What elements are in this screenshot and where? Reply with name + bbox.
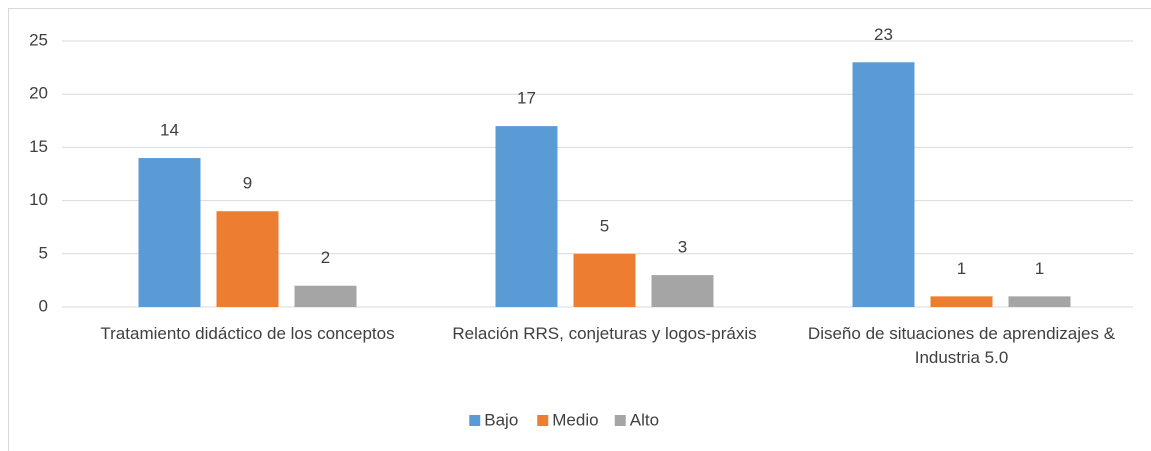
data-label: 5 — [600, 216, 609, 235]
data-label: 1 — [1035, 259, 1044, 278]
bar — [138, 158, 201, 307]
chart-frame — [8, 8, 1151, 451]
bar — [495, 126, 558, 308]
bar — [651, 275, 714, 307]
legend-label: Alto — [630, 410, 659, 429]
x-tick-label: Diseño de situaciones de aprendizajes & … — [807, 324, 1116, 367]
bar — [852, 62, 915, 307]
bar — [930, 296, 993, 307]
bar — [573, 253, 636, 307]
x-tick-label: Tratamiento didáctico de los conceptos — [100, 324, 395, 343]
data-label: 2 — [321, 248, 330, 267]
x-tick-label: Relación RRS, conjeturas y logos-práxis — [452, 324, 757, 343]
legend-swatch — [614, 415, 626, 426]
y-tick-label: 10 — [29, 190, 48, 209]
y-tick-label: 20 — [29, 84, 48, 103]
data-label: 1 — [957, 259, 966, 278]
y-tick-label: 0 — [39, 296, 48, 315]
bar — [216, 211, 279, 307]
data-label: 3 — [678, 238, 687, 257]
y-tick-label: 15 — [29, 137, 48, 156]
legend-swatch — [537, 415, 549, 426]
bar — [1008, 296, 1071, 307]
y-tick-label: 5 — [39, 243, 48, 262]
legend-label: Bajo — [484, 410, 518, 429]
legend-label: Medio — [552, 410, 598, 429]
bar — [294, 285, 357, 307]
y-tick-label: 25 — [29, 30, 48, 49]
data-label: 23 — [874, 25, 893, 44]
data-label: 17 — [517, 89, 536, 108]
data-label: 14 — [160, 121, 179, 140]
legend-swatch — [469, 415, 481, 426]
data-label: 9 — [243, 174, 252, 193]
